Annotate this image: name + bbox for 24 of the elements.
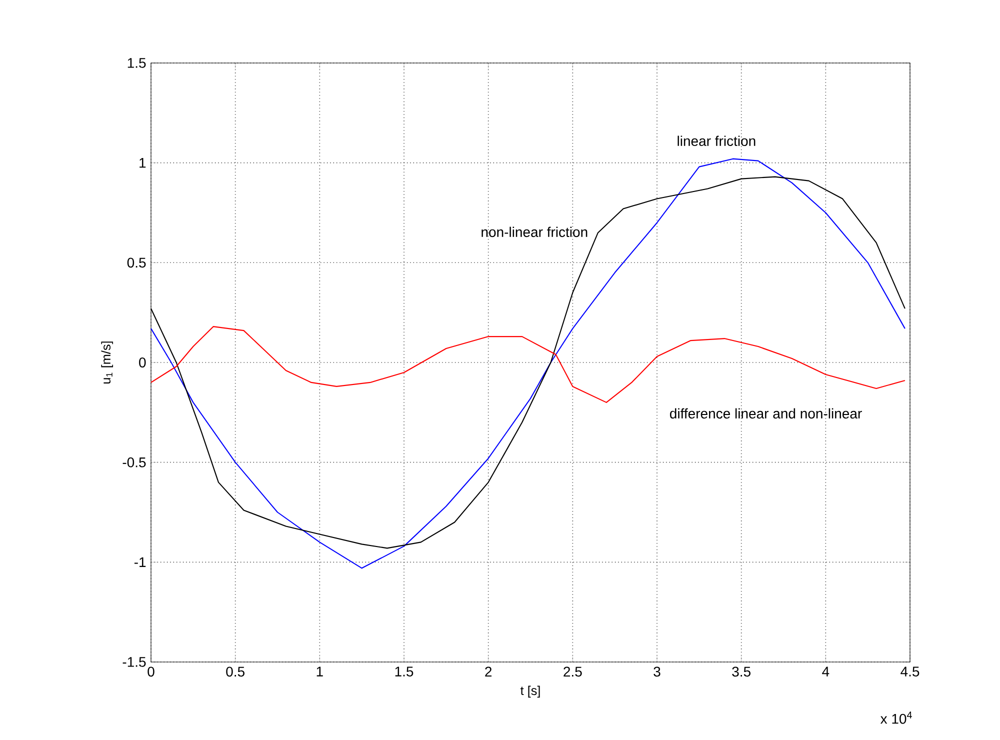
y-tick-label: 0.5	[127, 258, 146, 268]
x-tick-label: 2	[485, 666, 492, 676]
x-tick-label: 0	[148, 666, 154, 677]
x-axis-title: t [s]	[520, 686, 540, 698]
y-tick-label: 0	[139, 358, 146, 368]
x-tick-label: 2.5	[564, 666, 582, 677]
x-tick-label: 4	[822, 666, 830, 676]
y-tick-label: -1.5	[122, 657, 146, 667]
y-tick-label: -1	[134, 557, 146, 567]
y-tick-label: -0.5	[122, 457, 146, 468]
text: x 10$^{4}$	[880, 712, 912, 724]
y-tick-label: 1.5	[128, 58, 146, 68]
x-tick-label: 4.5	[900, 666, 920, 676]
x-tick-label: 3	[654, 666, 660, 677]
y-axis-title: u$_{1}$ [m/s]	[101, 342, 114, 384]
x-tick-label: 3.5	[732, 666, 750, 677]
series-label: difference linear and non-linear	[670, 408, 862, 419]
x-tick-label: 0.5	[226, 666, 244, 677]
line-series	[150, 326, 906, 403]
y-tick-label: 1	[140, 158, 146, 168]
x-tick-label: 1	[316, 666, 323, 676]
series-label: non-linear friction	[482, 226, 588, 238]
x-tick-label: 1.5	[395, 666, 414, 676]
series-label: linear friction	[678, 136, 756, 146]
